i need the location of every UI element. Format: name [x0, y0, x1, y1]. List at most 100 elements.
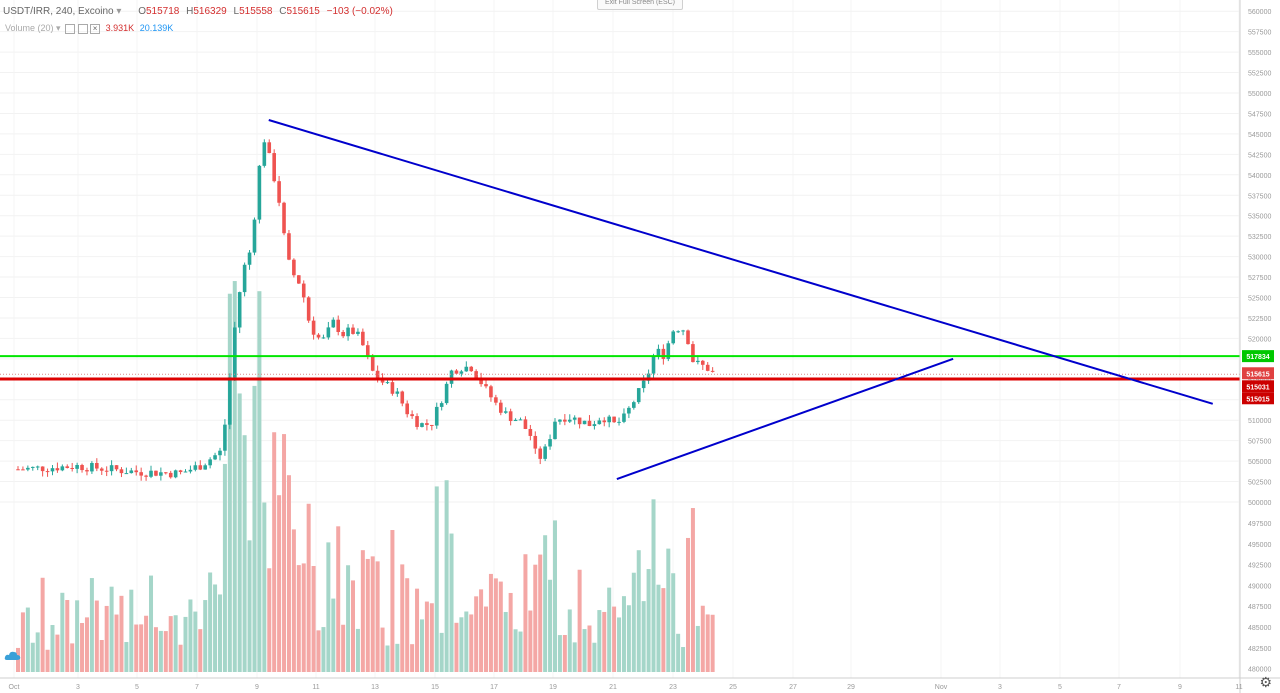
- volume-bar: [518, 631, 523, 672]
- high-value: 516329: [193, 6, 227, 17]
- volume-bar: [592, 642, 597, 672]
- price-label-red-lower: 515015: [1246, 396, 1269, 403]
- candle-body: [587, 420, 592, 427]
- volume-bar: [282, 434, 287, 672]
- volume-bar: [119, 595, 124, 672]
- volume-bar: [296, 565, 301, 672]
- candle-body: [494, 397, 498, 403]
- high-label: H: [186, 6, 194, 17]
- chevron-down-icon[interactable]: ▾: [56, 23, 61, 33]
- volume-bar: [25, 607, 30, 672]
- candle-body: [356, 331, 360, 334]
- candle-body: [375, 370, 380, 379]
- candle-body: [553, 421, 557, 440]
- volume-bar: [65, 600, 70, 672]
- volume-bar: [193, 611, 198, 672]
- candle-body: [178, 470, 183, 473]
- chevron-down-icon[interactable]: ▾: [116, 6, 122, 17]
- volume-bar: [681, 647, 686, 672]
- volume-tick-label: 487500: [1248, 604, 1271, 611]
- volume-bar: [213, 584, 218, 672]
- candle-body: [489, 386, 493, 398]
- candle-body: [95, 462, 99, 469]
- candle-body: [247, 252, 252, 265]
- volume-bar: [533, 564, 538, 672]
- volume-bar: [291, 529, 296, 672]
- volume-bar: [351, 580, 356, 672]
- volume-bar: [562, 634, 567, 672]
- candle-body: [636, 388, 641, 403]
- symbol-label[interactable]: USDT/IRR, 240, Excoino: [3, 6, 114, 17]
- volume-bar: [153, 627, 158, 672]
- candle-body: [50, 468, 55, 472]
- volume-bar: [666, 548, 671, 672]
- candle-body: [503, 411, 508, 413]
- candle-body: [341, 331, 345, 337]
- volume-bar: [523, 554, 528, 672]
- candle-body: [405, 403, 409, 415]
- eye-icon[interactable]: [65, 23, 76, 34]
- volume-bar: [528, 610, 533, 672]
- volume-bar: [508, 592, 513, 672]
- volume-bar: [55, 634, 60, 672]
- y-tick-label: 520000: [1248, 336, 1271, 343]
- change-value: −103 (−0.02%): [326, 6, 393, 17]
- volume-bar: [311, 565, 316, 672]
- volume-bar: [203, 600, 208, 672]
- volume-bar: [415, 588, 420, 672]
- y-tick-label: 510000: [1248, 418, 1271, 425]
- volume-bar: [567, 609, 572, 672]
- candle-body: [533, 435, 538, 449]
- candle-body: [183, 471, 188, 473]
- volume-bar: [380, 627, 385, 672]
- volume-bar: [671, 573, 676, 672]
- settings-icon[interactable]: [77, 23, 88, 34]
- trendline-upper: [268, 119, 1214, 405]
- candle-body: [439, 403, 444, 407]
- volume-bar: [444, 480, 449, 672]
- y-axis[interactable]: 560000 557500 555000 552500 550000 547500 5450…: [1239, 0, 1271, 693]
- y-tick-label: 532500: [1248, 234, 1271, 241]
- candle-body: [144, 475, 148, 477]
- volume-bar: [114, 614, 119, 672]
- x-axis[interactable]: Oct 3 5 7 9 11 13 15 17 19 21 23 25 27 29 Nov 3 5 7 9 11: [0, 677, 1280, 691]
- volume-bar: [232, 281, 237, 672]
- volume-bar: [30, 642, 35, 672]
- candle-body: [365, 345, 370, 357]
- candle-body: [40, 466, 45, 472]
- candle-body: [218, 450, 222, 456]
- y-tick-label: 550000: [1248, 91, 1271, 98]
- trendlines: [268, 119, 1214, 481]
- candle-body: [454, 370, 459, 374]
- volume-bar: [173, 615, 178, 672]
- volume-bar: [227, 293, 232, 672]
- candle-body: [16, 469, 20, 471]
- candle-body: [627, 407, 631, 414]
- volume-bar: [104, 605, 109, 672]
- volume-bar: [178, 644, 183, 672]
- candle-body: [641, 380, 646, 389]
- volume-tick-label: 482500: [1248, 646, 1271, 653]
- volume-label[interactable]: Volume (20): [5, 23, 54, 33]
- volume-bar: [710, 614, 715, 672]
- candle-body: [444, 383, 449, 404]
- candle-body: [449, 370, 454, 384]
- candle-body: [518, 419, 523, 421]
- y-tick-label: 505000: [1248, 459, 1271, 466]
- volume-bar: [336, 526, 341, 672]
- volume-bar: [20, 612, 25, 672]
- volume-bar: [454, 622, 459, 672]
- candle-body: [538, 448, 543, 459]
- candle-body: [292, 259, 296, 276]
- candle-body: [55, 468, 60, 471]
- gear-icon[interactable]: ⚙: [1259, 674, 1272, 690]
- volume-bar: [286, 475, 291, 672]
- volume-bar: [60, 592, 65, 672]
- volume-bar: [89, 578, 94, 672]
- x-tick-label: 3: [76, 684, 80, 691]
- exit-fullscreen-button[interactable]: Exit Full Screen (ESC): [597, 0, 683, 10]
- candle-body: [420, 423, 424, 427]
- close-icon[interactable]: ×: [90, 23, 101, 34]
- volume-bar: [705, 614, 710, 672]
